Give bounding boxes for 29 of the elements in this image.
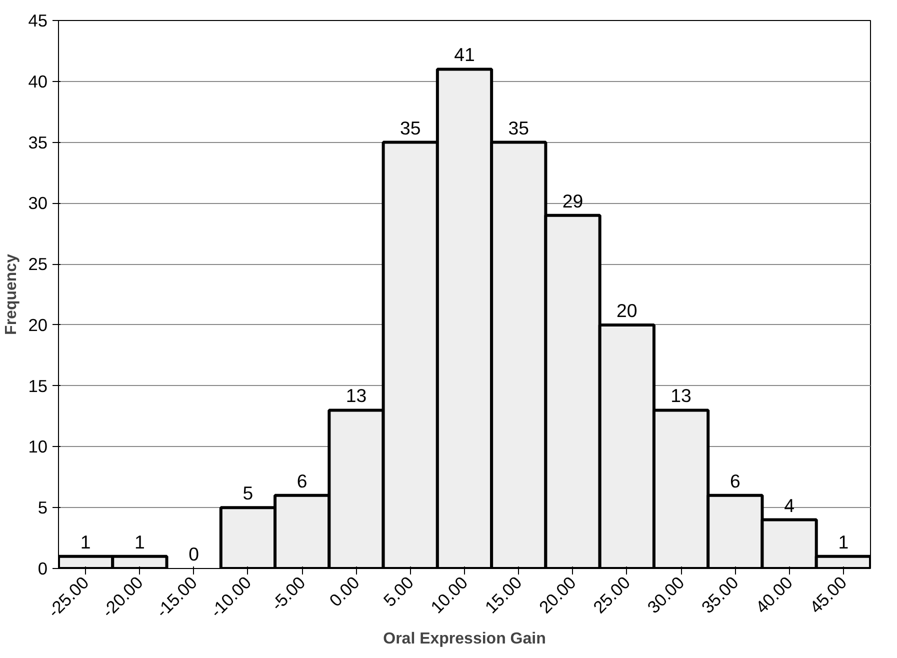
y-tick-label: 20 — [28, 314, 48, 335]
y-tick-label: 30 — [28, 193, 48, 214]
data-label: 6 — [730, 470, 740, 492]
y-tick-label: 45 — [28, 10, 48, 30]
data-label: 20 — [616, 300, 638, 321]
y-tick-label: 10 — [28, 436, 48, 457]
data-label: 29 — [562, 190, 584, 212]
data-label: 13 — [346, 385, 367, 406]
y-tick-label: 25 — [28, 254, 48, 274]
data-label: 13 — [670, 385, 692, 406]
data-label: 5 — [242, 482, 254, 504]
data-label: 1 — [80, 531, 91, 552]
data-label: 35 — [400, 117, 421, 138]
data-label: 1 — [134, 531, 145, 552]
x-tick-label: 5.00 — [379, 572, 418, 610]
y-tick-label: 0 — [38, 558, 48, 578]
y-tick-label: 15 — [28, 376, 48, 396]
y-tick-label: 5 — [38, 498, 48, 518]
y-tick-label: 35 — [28, 132, 48, 152]
data-label: 4 — [784, 494, 795, 516]
y-axis-title: Frequency — [3, 254, 20, 335]
data-label: 41 — [454, 44, 475, 66]
data-label: 35 — [508, 117, 530, 138]
x-tick-label: 0.00 — [325, 572, 364, 610]
data-label: 1 — [838, 531, 849, 552]
data-label: 6 — [296, 470, 308, 492]
y-tick-label: 40 — [28, 71, 48, 92]
data-label: 0 — [188, 544, 200, 564]
x-axis-title: Oral Expression Gain — [383, 630, 546, 648]
